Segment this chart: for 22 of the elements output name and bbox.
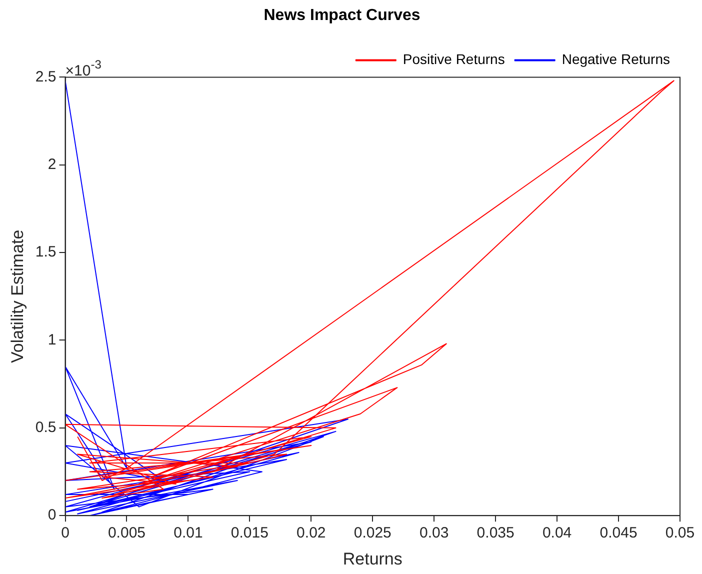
x-tick-label: 0.03 (420, 524, 449, 542)
y-tick-label: 0 (48, 506, 56, 524)
x-tick-label: 0.015 (230, 524, 268, 542)
legend-label: Positive Returns (402, 51, 505, 68)
legend-label: Negative Returns (562, 51, 670, 68)
x-tick-label: 0.02 (296, 524, 326, 542)
y-tick-label: 2 (48, 156, 56, 174)
x-axis-title: Returns (342, 549, 402, 568)
x-tick-label: 0.01 (174, 524, 203, 542)
x-tick-label: 0.045 (600, 524, 638, 542)
y-tick-label: 1.5 (35, 244, 56, 261)
y-tick-label: 1 (48, 331, 56, 348)
x-tick-label: 0.005 (108, 524, 146, 542)
x-tick-label: 0.025 (354, 524, 392, 542)
chart-title: News Impact Curves (264, 7, 420, 24)
y-axis-title: Volatility Estimate (8, 230, 27, 364)
x-tick-label: 0 (61, 524, 70, 542)
y-tick-label: 0.5 (35, 419, 56, 436)
x-tick-label: 0.035 (476, 524, 514, 542)
x-tick-label: 0.05 (665, 524, 695, 542)
x-tick-label: 0.04 (542, 524, 572, 542)
y-tick-label: 2.5 (35, 68, 56, 86)
